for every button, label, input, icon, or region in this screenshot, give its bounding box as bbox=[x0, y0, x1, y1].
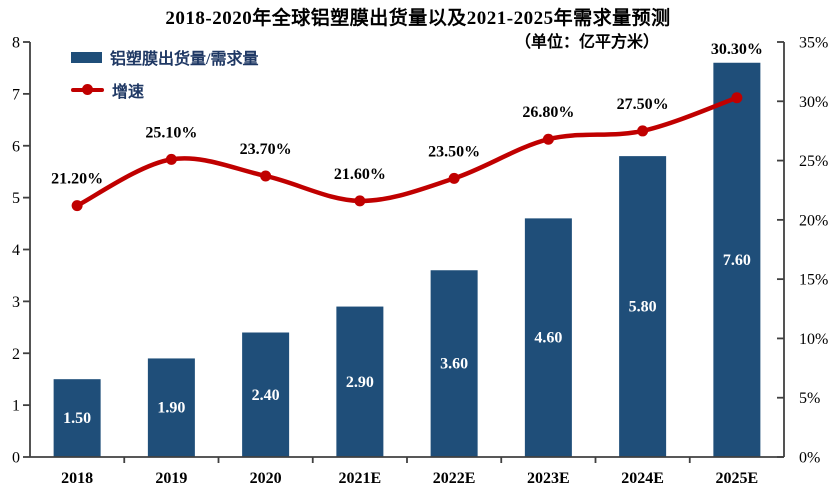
right-axis-tick-label: 30% bbox=[799, 94, 828, 111]
growth-point-2025E bbox=[731, 92, 743, 104]
right-axis-tick-label: 0% bbox=[799, 450, 820, 467]
x-axis-label-2024E: 2024E bbox=[621, 470, 664, 487]
bar-series-swatch-icon bbox=[71, 51, 102, 63]
left-axis-tick-label: 7 bbox=[12, 86, 20, 103]
chart-title: 2018-2020年全球铝塑膜出货量以及2021-2025年需求量预测 bbox=[165, 8, 671, 29]
bar-value-label: 5.80 bbox=[629, 299, 657, 316]
growth-rate-label: 26.80% bbox=[522, 104, 574, 121]
bar-2025E bbox=[713, 62, 761, 457]
left-axis-tick-label: 6 bbox=[12, 138, 20, 155]
growth-point-2023E bbox=[542, 133, 554, 145]
bar-value-label: 4.60 bbox=[534, 330, 562, 347]
x-axis-label-2020: 2020 bbox=[250, 470, 282, 487]
left-axis-tick-label: 3 bbox=[12, 294, 20, 311]
line-series-swatch-icon bbox=[71, 84, 104, 96]
left-axis-tick-label: 8 bbox=[12, 35, 20, 52]
bar-value-label: 3.60 bbox=[440, 356, 468, 373]
bar-value-label: 1.50 bbox=[63, 410, 91, 427]
growth-rate-label: 30.30% bbox=[711, 41, 763, 58]
bar-value-label: 7.60 bbox=[723, 252, 751, 269]
x-axis-label-2022E: 2022E bbox=[433, 470, 476, 487]
line-series-marker-icon bbox=[82, 84, 93, 96]
legend-item-growth: 增速 bbox=[71, 81, 258, 101]
legend-item-shipments: 铝塑膜出货量/需求量 bbox=[71, 48, 259, 68]
growth-point-2018 bbox=[71, 200, 83, 212]
bar-2019 bbox=[147, 358, 195, 457]
left-axis-tick-label: 0 bbox=[12, 450, 20, 467]
right-axis-tick-label: 5% bbox=[799, 390, 820, 407]
x-axis-label-2019: 2019 bbox=[155, 470, 187, 487]
growth-rate-label: 23.50% bbox=[428, 143, 480, 160]
growth-rate-label: 21.20% bbox=[51, 171, 103, 188]
growth-rate-label: 21.60% bbox=[334, 166, 386, 183]
legend-label-growth: 增速 bbox=[112, 84, 145, 101]
bar-value-label: 2.40 bbox=[252, 387, 280, 404]
chart-subtitle: （单位：亿平方米） bbox=[515, 34, 660, 51]
left-axis-tick-label: 1 bbox=[12, 398, 20, 415]
bar-value-label: 1.90 bbox=[157, 400, 185, 417]
x-axis-label-2018: 2018 bbox=[61, 470, 93, 487]
growth-rate-label: 25.10% bbox=[145, 124, 197, 141]
bar-2018 bbox=[53, 379, 101, 457]
x-axis-label-2021E: 2021E bbox=[339, 470, 382, 487]
right-axis-tick-label: 15% bbox=[799, 272, 828, 289]
right-axis-tick-label: 10% bbox=[799, 331, 828, 348]
left-axis-tick-label: 5 bbox=[12, 190, 20, 207]
growth-point-2020 bbox=[260, 170, 272, 182]
right-axis-tick-label: 35% bbox=[799, 35, 828, 52]
legend-label-shipments: 铝塑膜出货量/需求量 bbox=[110, 51, 259, 68]
left-axis-tick-label: 2 bbox=[12, 346, 20, 363]
growth-rate-label: 23.70% bbox=[240, 141, 292, 158]
growth-point-2019 bbox=[165, 153, 177, 165]
bar-2021E bbox=[336, 306, 384, 457]
bar-2024E bbox=[619, 156, 667, 457]
chart-legend: 铝塑膜出货量/需求量 增速 bbox=[71, 48, 258, 114]
bar-2023E bbox=[524, 218, 572, 457]
right-axis-tick-label: 20% bbox=[799, 212, 828, 229]
right-axis-tick-label: 25% bbox=[799, 153, 828, 170]
growth-point-2022E bbox=[448, 172, 460, 184]
growth-point-2021E bbox=[354, 195, 366, 207]
x-axis-label-2023E: 2023E bbox=[527, 470, 570, 487]
bar-2022E bbox=[430, 270, 478, 457]
left-axis-tick-label: 4 bbox=[12, 242, 20, 259]
bar-value-label: 2.90 bbox=[346, 374, 374, 391]
growth-point-2024E bbox=[637, 125, 649, 137]
growth-rate-label: 27.50% bbox=[617, 96, 669, 113]
bar-2020 bbox=[242, 332, 290, 457]
x-axis-label-2025E: 2025E bbox=[716, 470, 759, 487]
